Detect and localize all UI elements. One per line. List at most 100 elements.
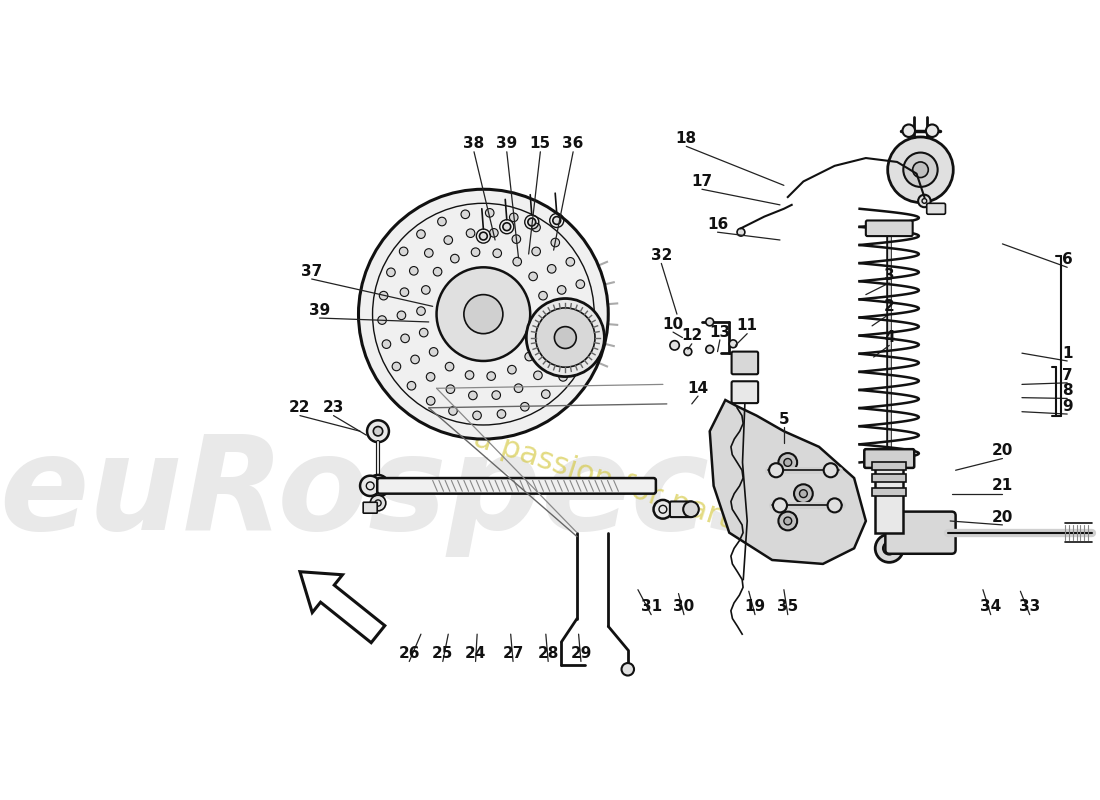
Circle shape [532, 247, 540, 256]
FancyBboxPatch shape [872, 474, 906, 482]
Text: 2: 2 [884, 299, 894, 314]
FancyBboxPatch shape [377, 478, 656, 494]
Circle shape [883, 542, 895, 554]
Text: 29: 29 [570, 646, 592, 661]
Circle shape [379, 291, 388, 300]
Circle shape [367, 475, 389, 497]
Text: 5: 5 [779, 412, 789, 427]
Circle shape [382, 340, 390, 349]
Circle shape [769, 463, 783, 478]
Circle shape [531, 223, 540, 232]
Circle shape [913, 162, 928, 178]
Circle shape [554, 326, 576, 349]
Circle shape [553, 217, 561, 224]
Circle shape [926, 125, 938, 137]
Text: euRospecs: euRospecs [0, 430, 788, 557]
Circle shape [469, 391, 477, 400]
Circle shape [485, 209, 494, 217]
Circle shape [549, 353, 558, 362]
Circle shape [670, 341, 680, 350]
Circle shape [417, 230, 426, 238]
Circle shape [421, 286, 430, 294]
Circle shape [773, 498, 786, 512]
Text: 24: 24 [465, 646, 486, 661]
Text: a passion for parts...: a passion for parts... [471, 424, 778, 548]
Circle shape [572, 352, 580, 360]
Circle shape [548, 265, 556, 273]
Circle shape [683, 502, 698, 517]
Circle shape [437, 267, 530, 361]
Circle shape [507, 366, 516, 374]
Text: 1: 1 [1062, 346, 1072, 361]
Text: 17: 17 [692, 174, 713, 189]
Circle shape [539, 291, 548, 300]
Circle shape [400, 288, 409, 297]
Circle shape [684, 348, 692, 355]
Text: 35: 35 [778, 599, 799, 614]
Circle shape [427, 373, 434, 381]
Circle shape [464, 294, 503, 334]
Text: 16: 16 [707, 217, 728, 232]
Text: 28: 28 [538, 646, 559, 661]
Circle shape [737, 228, 745, 236]
Circle shape [497, 410, 506, 418]
Circle shape [513, 258, 521, 266]
Circle shape [438, 218, 447, 226]
Text: 15: 15 [530, 137, 551, 151]
FancyBboxPatch shape [872, 462, 906, 470]
Circle shape [534, 371, 542, 379]
Circle shape [576, 280, 584, 289]
Circle shape [541, 313, 550, 322]
Text: 31: 31 [640, 599, 662, 614]
Circle shape [465, 370, 474, 379]
Circle shape [487, 372, 495, 380]
FancyBboxPatch shape [732, 382, 758, 403]
Circle shape [541, 390, 550, 398]
Circle shape [480, 232, 487, 240]
Circle shape [706, 318, 714, 326]
Circle shape [621, 663, 634, 675]
Text: 27: 27 [503, 646, 524, 661]
Circle shape [490, 229, 498, 237]
Circle shape [359, 190, 608, 439]
Text: 19: 19 [745, 599, 766, 614]
Circle shape [794, 484, 813, 503]
Circle shape [427, 397, 434, 405]
Text: 33: 33 [1019, 599, 1041, 614]
Circle shape [373, 426, 383, 436]
Circle shape [551, 238, 560, 247]
Circle shape [471, 248, 480, 257]
Text: 25: 25 [432, 646, 453, 661]
Text: 30: 30 [673, 599, 694, 614]
Text: 20: 20 [992, 443, 1013, 458]
Circle shape [876, 534, 903, 562]
Circle shape [473, 411, 482, 420]
Polygon shape [710, 400, 866, 564]
Text: 3: 3 [884, 268, 894, 282]
Text: 22: 22 [289, 400, 310, 415]
FancyBboxPatch shape [732, 352, 758, 374]
Circle shape [399, 247, 408, 256]
Circle shape [373, 481, 383, 490]
Text: 21: 21 [992, 478, 1013, 494]
Text: 7: 7 [1062, 367, 1072, 382]
Circle shape [824, 463, 838, 478]
Circle shape [377, 316, 386, 324]
Circle shape [579, 328, 587, 337]
Circle shape [918, 194, 931, 207]
Circle shape [558, 286, 566, 294]
Circle shape [493, 249, 502, 258]
FancyBboxPatch shape [363, 502, 377, 513]
Text: 39: 39 [496, 137, 517, 151]
Text: 23: 23 [322, 400, 344, 415]
Text: 8: 8 [1062, 383, 1072, 398]
Circle shape [386, 268, 395, 277]
Circle shape [433, 267, 442, 276]
Text: 32: 32 [651, 248, 672, 263]
Circle shape [559, 373, 568, 381]
FancyBboxPatch shape [872, 488, 906, 496]
Circle shape [514, 384, 522, 393]
Circle shape [784, 458, 792, 466]
Text: 20: 20 [992, 510, 1013, 525]
Circle shape [444, 236, 452, 244]
